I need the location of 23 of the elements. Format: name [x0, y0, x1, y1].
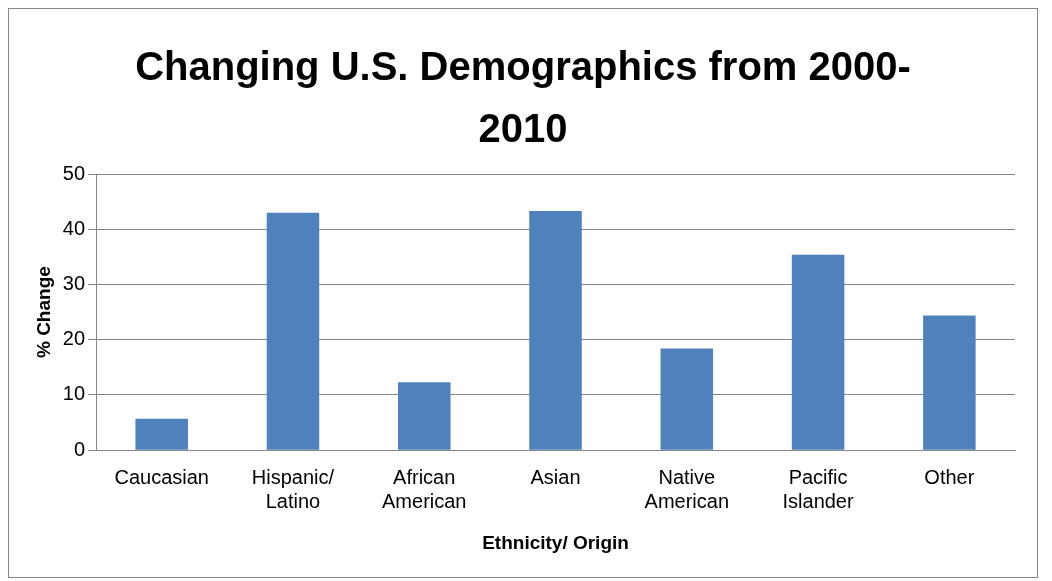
- x-tick-label: Caucasian: [114, 465, 209, 488]
- y-tick-label: 50: [62, 161, 86, 184]
- x-tick-label: Hispanic/ Latino: [251, 465, 335, 512]
- bar: [266, 212, 320, 450]
- bar: [923, 315, 976, 450]
- x-tick-label: Other: [924, 465, 975, 488]
- y-tick-label: 20: [62, 327, 86, 350]
- y-tick-label: 30: [62, 272, 86, 294]
- x-tick-label: Native American: [644, 465, 730, 512]
- chart-title: Changing U.S. Demographics from 2000-2010: [134, 43, 912, 152]
- y-axis-title: % Change: [32, 266, 54, 359]
- y-tick-label: 40: [62, 216, 86, 239]
- bar: [791, 254, 845, 450]
- x-tick-label: African American: [382, 465, 467, 512]
- bar: [529, 211, 582, 450]
- bar: [660, 348, 714, 450]
- y-tick-label: 0: [73, 437, 86, 460]
- bar: [397, 382, 451, 450]
- x-tick-label: Pacific Islander: [782, 465, 854, 512]
- x-axis-title: Ethnicity/ Origin: [482, 531, 629, 553]
- x-tick-label: Asian: [530, 465, 581, 488]
- y-tick-label: 10: [62, 382, 86, 405]
- bar: [135, 418, 188, 450]
